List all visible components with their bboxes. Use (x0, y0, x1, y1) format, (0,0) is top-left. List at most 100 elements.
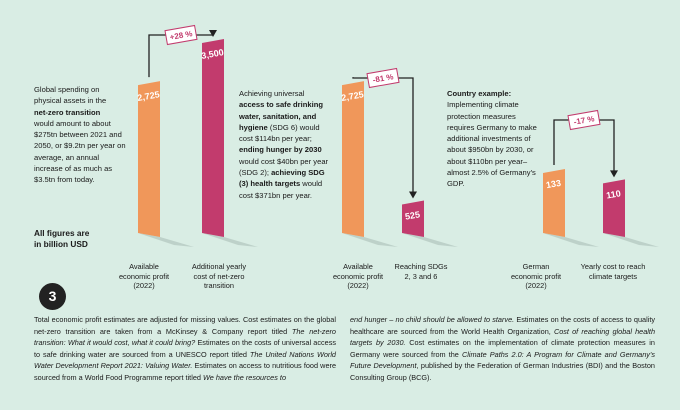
label-g3b: Yearly cost to reach climate targets (563, 262, 663, 281)
bar-value-label: 133 (545, 178, 562, 190)
change-badge (164, 24, 198, 46)
label-line: Yearly cost to reach (580, 262, 646, 271)
net-zero-line: would amount to about (34, 118, 111, 128)
footnote-run: Total economic profit estimates are adju… (34, 315, 336, 336)
footnote-run: Cost of reaching global health targets b… (350, 326, 655, 348)
footnote-run: Estimates on access to nutritious food w… (34, 361, 337, 382)
label-g1a: Available economic profit (2022) (104, 262, 184, 291)
sdg-line: hygiene (SDG 6) would (239, 122, 354, 133)
label-line: German (522, 262, 550, 271)
sdg-line: would cost $40bn per year (239, 156, 329, 166)
sdg-span: (SDG 2); (239, 168, 272, 178)
sdg-line: water, sanitation, and (239, 111, 317, 121)
sdg-span: (SDG 6) would (267, 122, 320, 132)
bar-shadow (342, 233, 398, 247)
country-line: almost 2.5% of Germany's (447, 168, 536, 178)
label-line: economic profit (332, 271, 384, 281)
connector-arrowhead (610, 170, 618, 178)
sdg-bold: (3) health targets (239, 179, 301, 189)
bar (138, 81, 160, 237)
footnote-run: end hunger – no child should be allowed … (350, 315, 515, 324)
bar-value-label: 110 (605, 188, 621, 200)
change-badge (567, 109, 601, 131)
bar (603, 179, 625, 237)
footnote-run: Estimates on the costs of access to qual… (350, 315, 655, 336)
bar-shadow (402, 233, 458, 247)
net-zero-line: net-zero transition (34, 107, 101, 117)
footnote-run: Cost estimates on the implementation of … (350, 338, 655, 359)
net-zero-line: Global spending on (34, 85, 100, 94)
bar-value-label: 2,725 (137, 89, 161, 103)
label-line: Available (129, 262, 159, 271)
label-line: (2022) (525, 281, 547, 291)
net-zero-line: physical assets in the (34, 96, 107, 106)
sdg-line: cost $371bn per year. (239, 190, 313, 200)
footnote-run: Climate Paths 2.0: A Program for Climate… (350, 349, 655, 371)
country-line: protection measures (447, 111, 516, 121)
country-line: requires Germany to make (447, 122, 537, 132)
label-line: economic profit (118, 271, 170, 281)
sdg-line: ending hunger by 2030 (239, 145, 322, 155)
sdg-bold: achieving SDG (271, 168, 325, 178)
bar-shadow (138, 233, 194, 247)
bar (402, 200, 424, 237)
bar (342, 81, 364, 237)
bar (543, 169, 565, 237)
bar-shadow (543, 233, 599, 247)
bar (202, 39, 224, 237)
country-line: Country example: (447, 89, 512, 98)
net-zero-line: $3.5tn from today. (34, 175, 95, 185)
label-g2b: Reaching SDGs 2, 3 and 6 (381, 262, 461, 281)
label-line: Available (343, 262, 373, 271)
footnote-column-1: Total economic profit estimates are adju… (34, 314, 336, 384)
bar-value-label: 525 (404, 209, 421, 221)
net-zero-line: increase of as much as (34, 164, 113, 174)
sdg-line: (SDG 2); achieving SDG (239, 167, 354, 178)
label-line: (2022) (133, 281, 155, 291)
sdg-line: cost $114bn per year; (239, 134, 312, 144)
bar-value-label: 2,725 (341, 89, 365, 103)
net-zero-text: Global spending on physical assets in th… (34, 84, 164, 186)
country-line: about $950bn by 2030, or (447, 145, 534, 155)
connector-arrowhead (209, 30, 217, 37)
footnote-run: We have the resources to (202, 372, 286, 382)
label-line: cost of net-zero (193, 271, 245, 281)
net-zero-line: $275tn between 2021 and (34, 130, 122, 140)
connector-arrowhead (409, 191, 417, 199)
country-line: additional investments of (447, 134, 531, 144)
country-line: about $110bn per year– (447, 156, 528, 166)
sdg-bold: hygiene (239, 122, 268, 132)
label-line: transition (204, 281, 234, 291)
footnote-run: , published by the Federation of German … (350, 361, 655, 382)
bar-shadow (202, 233, 258, 247)
figure-number-badge: 3 (39, 283, 66, 310)
label-line: climate targets (588, 271, 638, 281)
footnote-run: The United Nations World Water Developme… (34, 349, 336, 371)
label-line: economic profit (510, 271, 562, 281)
label-g3a: German economic profit (2022) (496, 262, 576, 291)
change-label: +28 % (169, 29, 193, 42)
net-zero-line: average, an annual (34, 152, 100, 162)
sdg-text: Achieving universal access to safe drink… (239, 88, 354, 201)
footnote-run: Estimates on the costs of universal acce… (34, 338, 336, 359)
bar-value-label: 3,500 (201, 47, 225, 61)
units-line: All figures are (34, 228, 90, 238)
label-line: 2, 3 and 6 (404, 271, 438, 281)
units-line: in billion USD (34, 239, 88, 249)
sdg-line: access to safe drinking (239, 100, 323, 110)
bar-shadow (603, 233, 659, 247)
label-g2a: Available economic profit (2022) (318, 262, 398, 291)
units-note: All figures are in billion USD (34, 228, 89, 250)
country-line: GDP. (447, 179, 465, 189)
net-zero-line: 2050, or $9.2tn per year on (34, 141, 126, 151)
footnote-run: The net-zero transition: What it would c… (34, 326, 336, 348)
label-line: Reaching SDGs (394, 262, 448, 271)
sdg-line: (3) health targets would (239, 178, 354, 189)
country-text: Country example: Implementing climate pr… (447, 88, 572, 190)
footnote-column-2: end hunger – no child should be allowed … (350, 314, 655, 384)
change-badge (366, 67, 400, 89)
change-label: -81 % (372, 72, 394, 84)
label-line: Additional yearly (191, 262, 247, 271)
sdg-line: Achieving universal (239, 89, 305, 98)
